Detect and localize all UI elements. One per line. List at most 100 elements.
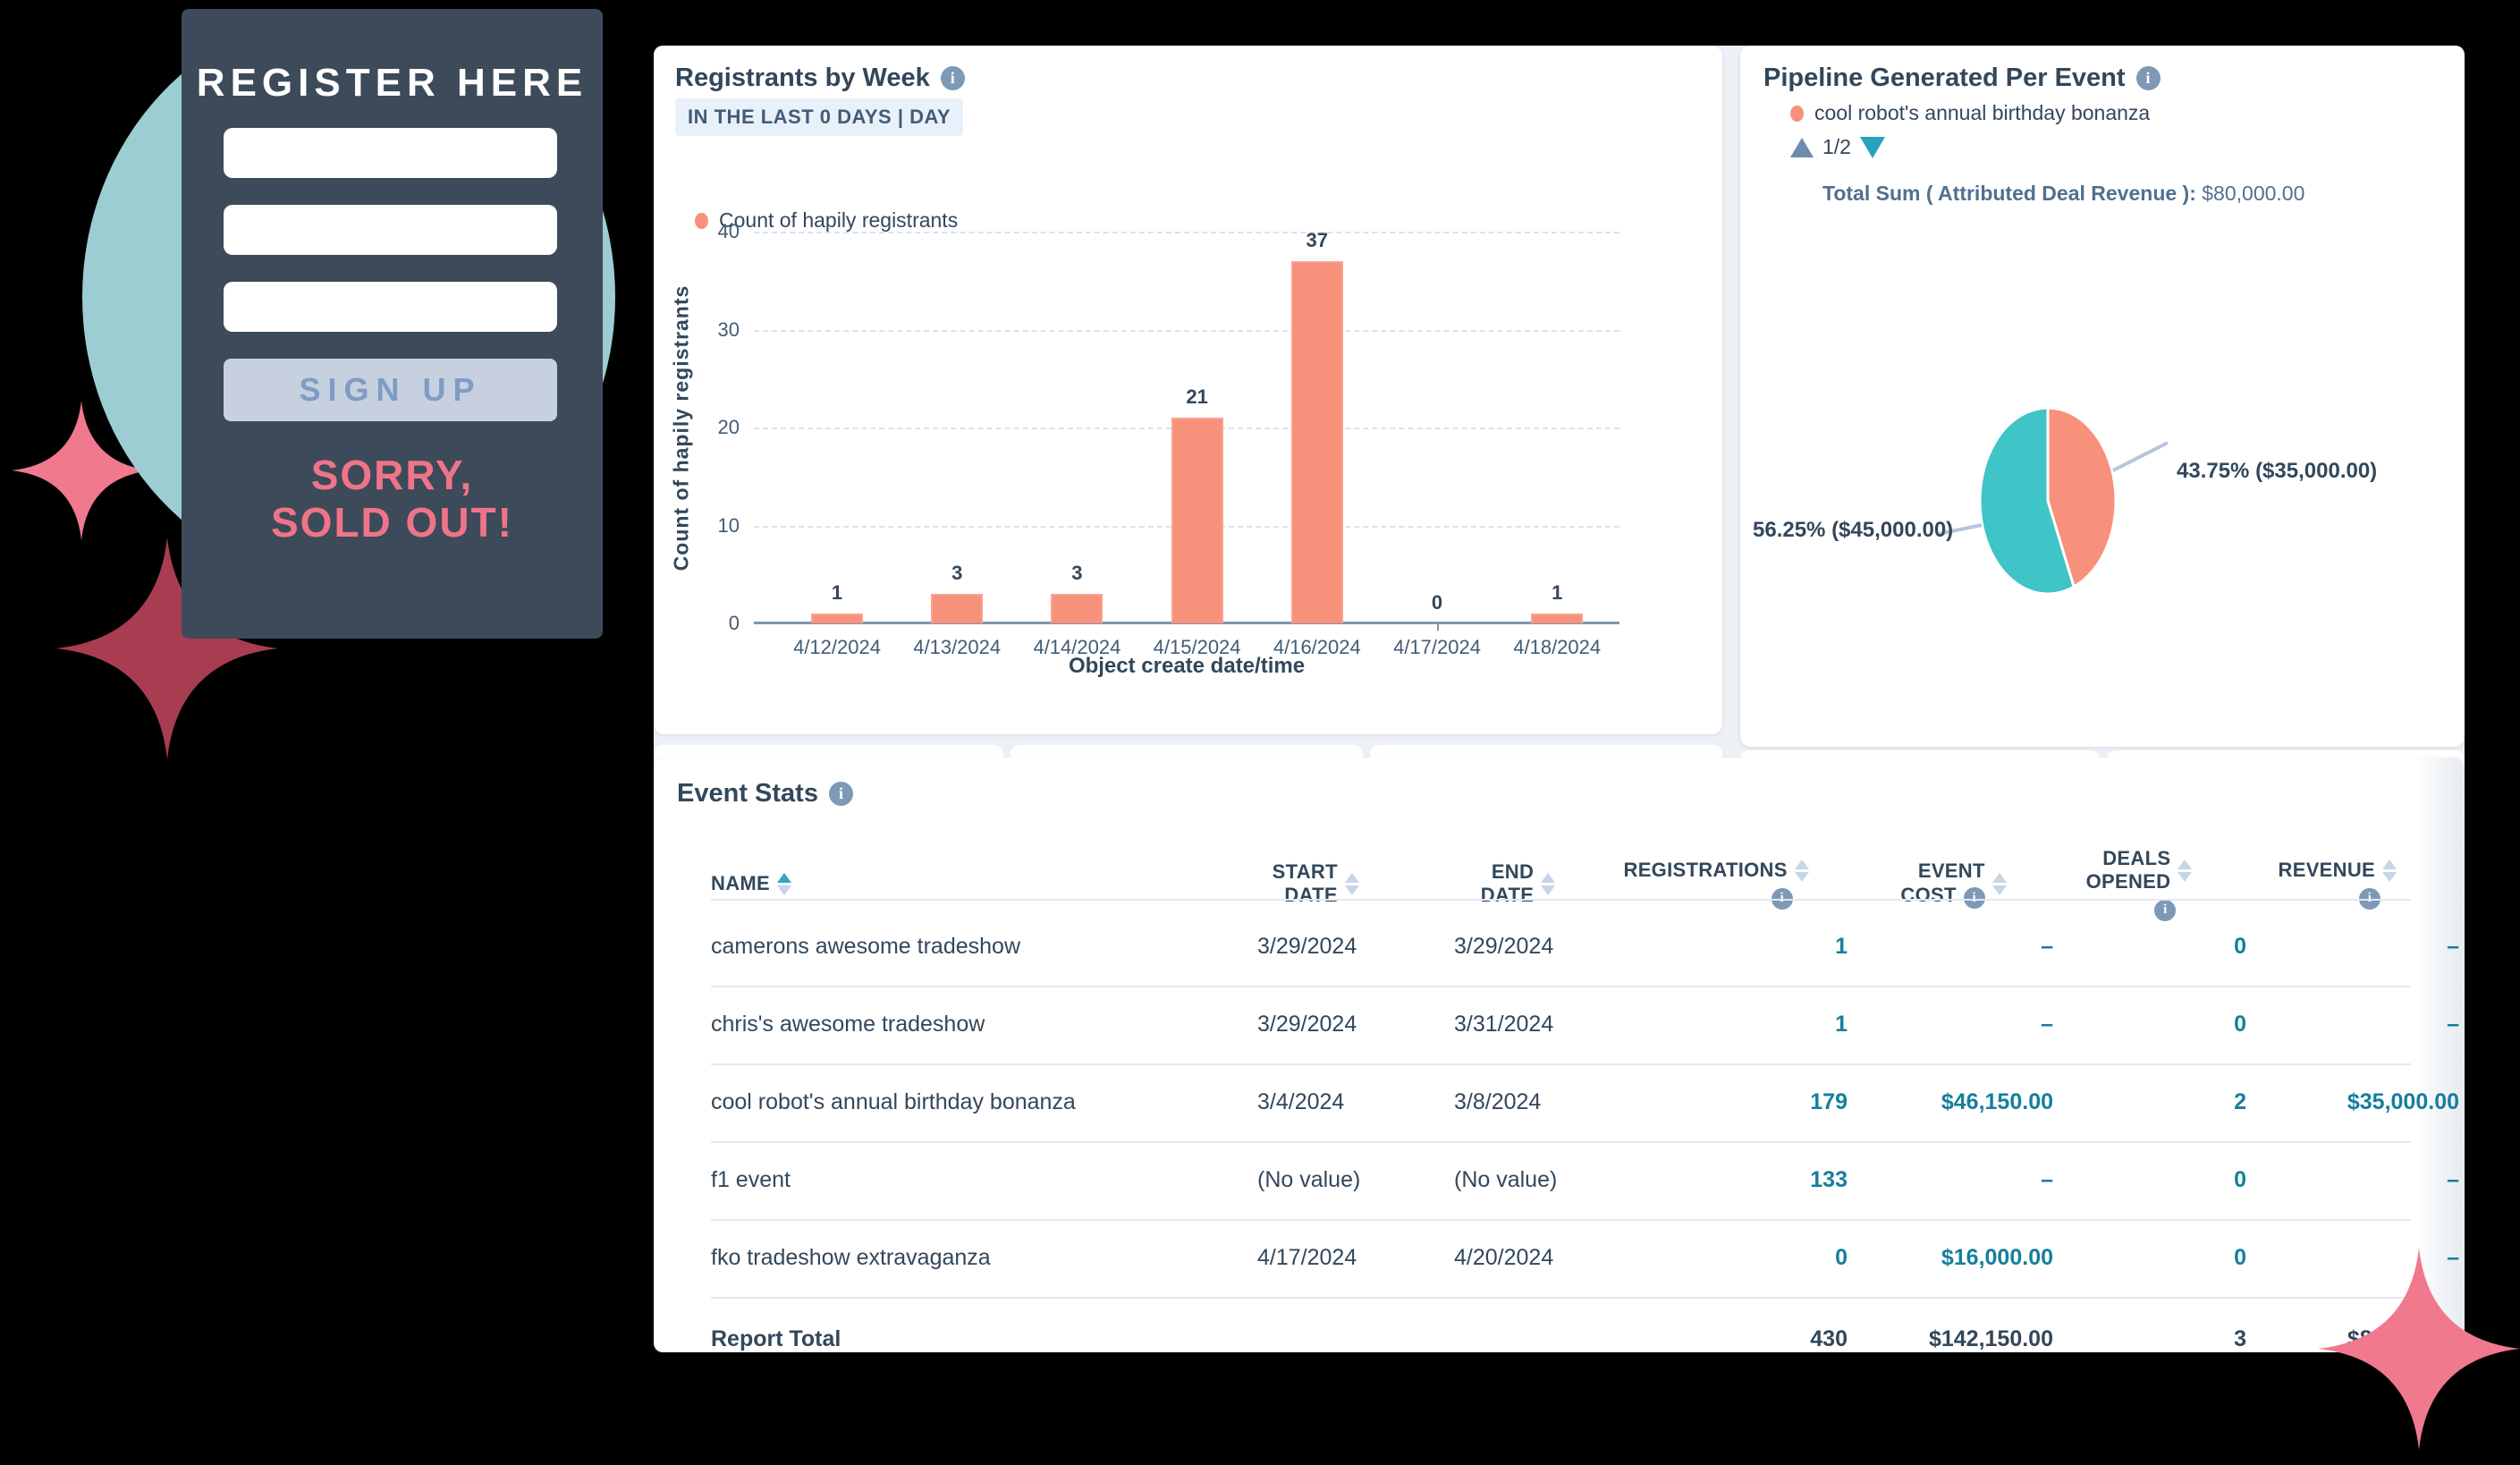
- bar-value-label: 21: [1186, 385, 1208, 409]
- legend-dot-coral: [1790, 105, 1804, 122]
- register-form-panel: REGISTER HERE SIGN UP SORRY, SOLD OUT!: [182, 9, 603, 639]
- column-header-deals[interactable]: DEALS OPENED i: [2007, 847, 2193, 921]
- column-header-label: REGISTRATIONS: [1623, 859, 1788, 882]
- y-tick-label: 30: [717, 318, 740, 341]
- x-tick-label: 4/16/2024: [1273, 636, 1361, 658]
- bar-4/14/2024: 3: [1051, 232, 1104, 623]
- info-icon[interactable]: i: [1963, 886, 1985, 909]
- column-header-rev[interactable]: REVENUE i: [2192, 847, 2397, 921]
- sort-arrows-icon[interactable]: [1794, 859, 1809, 882]
- register-input-3: [224, 282, 557, 332]
- reg-value[interactable]: 179: [1810, 1089, 1848, 1114]
- column-header-end[interactable]: END DATE: [1431, 847, 1556, 921]
- info-icon[interactable]: i: [2359, 887, 2381, 910]
- info-icon[interactable]: i: [828, 782, 853, 806]
- header-divider: [711, 899, 2411, 901]
- registrants-by-week-card: Registrants by Week i IN THE LAST 0 DAYS…: [654, 46, 1722, 734]
- column-header-label: REVENUE: [2278, 859, 2376, 882]
- reg-value[interactable]: 133: [1810, 1167, 1848, 1192]
- event-name: Report Total: [711, 1326, 841, 1351]
- reg-value[interactable]: 0: [1835, 1245, 1848, 1270]
- row-divider: [711, 1219, 2411, 1221]
- bar-rect: [931, 594, 984, 623]
- rev-value[interactable]: $35,000.00: [2347, 1089, 2459, 1114]
- event-name: cool robot's annual birthday bonanza: [711, 1089, 1076, 1114]
- event-name: camerons awesome tradeshow: [711, 934, 1020, 959]
- x-axis-title: Object create date/time: [1068, 654, 1306, 678]
- sort-arrows-icon[interactable]: [1344, 872, 1359, 895]
- deals-value[interactable]: 2: [2234, 1089, 2246, 1114]
- column-header-cost[interactable]: EVENT COST i: [1809, 847, 2007, 921]
- register-form-title: REGISTER HERE: [196, 61, 588, 105]
- sort-arrows-icon[interactable]: [2382, 859, 2397, 882]
- x-tick-label: 4/15/2024: [1153, 636, 1241, 658]
- end-date: 4/20/2024: [1454, 1245, 1554, 1270]
- pie-slice: [1978, 406, 2076, 596]
- sort-arrows-icon[interactable]: [1991, 872, 2007, 895]
- bar-rect: [1171, 418, 1223, 623]
- cost-value[interactable]: –: [2041, 1167, 2053, 1192]
- column-header-label: EVENT COST i: [1900, 860, 1985, 909]
- column-header-label: START DATE: [1272, 860, 1338, 907]
- gridline: [754, 232, 1619, 233]
- start-date: 4/17/2024: [1257, 1245, 1357, 1270]
- leader-line-right: [2112, 441, 2169, 472]
- pie-slice-label-right: 43.75% ($35,000.00): [2177, 459, 2378, 483]
- reg-value[interactable]: 1: [1835, 1012, 1848, 1037]
- rev-value[interactable]: –: [2447, 1245, 2459, 1270]
- sort-arrows-icon[interactable]: [1541, 872, 1556, 895]
- column-header-label: NAME: [711, 872, 770, 895]
- deals-value[interactable]: 0: [2234, 934, 2246, 959]
- row-divider: [711, 986, 2411, 987]
- bar-rect: [1051, 594, 1104, 623]
- sparkle-pink-large: [2318, 1248, 2520, 1450]
- rev-value[interactable]: –: [2447, 934, 2459, 959]
- info-icon[interactable]: i: [2135, 66, 2161, 90]
- sign-up-button: SIGN UP: [224, 359, 557, 421]
- cost-value[interactable]: $46,150.00: [1941, 1089, 2053, 1114]
- column-header-name[interactable]: NAME: [711, 847, 1167, 921]
- sold-out-text: SORRY, SOLD OUT!: [271, 452, 513, 546]
- total-sum-label: Total Sum ( Attributed Deal Revenue ):: [1822, 182, 2196, 205]
- bar-value-label: 3: [951, 562, 963, 585]
- table-row: f1 event (No value) (No value) 133 – 0 –: [711, 1141, 2459, 1219]
- deals-value[interactable]: 0: [2234, 1167, 2246, 1192]
- deals-value: 3: [2234, 1326, 2246, 1351]
- pager-count: 1/2: [1822, 135, 1851, 158]
- pipeline-card-title: Pipeline Generated Per Event: [1763, 64, 2126, 92]
- pager-up-icon[interactable]: [1790, 137, 1814, 157]
- bar-value-label: 1: [831, 581, 843, 605]
- table-row: chris's awesome tradeshow 3/29/2024 3/31/2…: [711, 986, 2459, 1063]
- table-header-row: NAME START DATE END DATE REGISTRATIONS i EVENT C…: [711, 847, 2397, 921]
- info-icon[interactable]: i: [940, 66, 965, 90]
- start-date: 3/29/2024: [1257, 934, 1357, 959]
- deals-value[interactable]: 0: [2234, 1245, 2246, 1270]
- table-row: cool robot's annual birthday bonanza 3/4/…: [711, 1063, 2459, 1141]
- reg-value[interactable]: 1: [1835, 934, 1848, 959]
- cost-value[interactable]: –: [2041, 1012, 2053, 1037]
- row-divider: [711, 1141, 2411, 1143]
- sort-arrows-icon[interactable]: [2178, 859, 2193, 882]
- pager-down-icon[interactable]: [1859, 136, 1885, 158]
- x-tick-label: 4/13/2024: [913, 636, 1002, 658]
- event-name: fko tradeshow extravaganza: [711, 1245, 991, 1270]
- rev-value[interactable]: –: [2447, 1167, 2459, 1192]
- deals-value[interactable]: 0: [2234, 1012, 2246, 1037]
- bar-value-label: 37: [1306, 228, 1329, 251]
- cost-value[interactable]: $16,000.00: [1941, 1245, 2053, 1270]
- info-icon[interactable]: i: [1771, 887, 1793, 910]
- reg-value: 430: [1810, 1326, 1848, 1351]
- cost-value[interactable]: –: [2041, 934, 2053, 959]
- event-stats-card: Event Stats i NAME START DATE END DATE REGIST…: [654, 758, 2465, 1352]
- info-icon[interactable]: i: [2154, 899, 2177, 921]
- column-header-start[interactable]: START DATE: [1239, 847, 1359, 921]
- column-header-reg[interactable]: REGISTRATIONS i: [1555, 847, 1809, 921]
- end-date: 3/29/2024: [1454, 934, 1554, 959]
- row-divider: [711, 1063, 2411, 1065]
- start-date: 3/4/2024: [1257, 1089, 1345, 1114]
- register-input-1: [224, 128, 557, 178]
- bar-value-label: 0: [1431, 591, 1443, 614]
- leader-line-left: [1938, 523, 1983, 536]
- sort-arrows-icon[interactable]: [776, 872, 791, 895]
- rev-value[interactable]: –: [2447, 1012, 2459, 1037]
